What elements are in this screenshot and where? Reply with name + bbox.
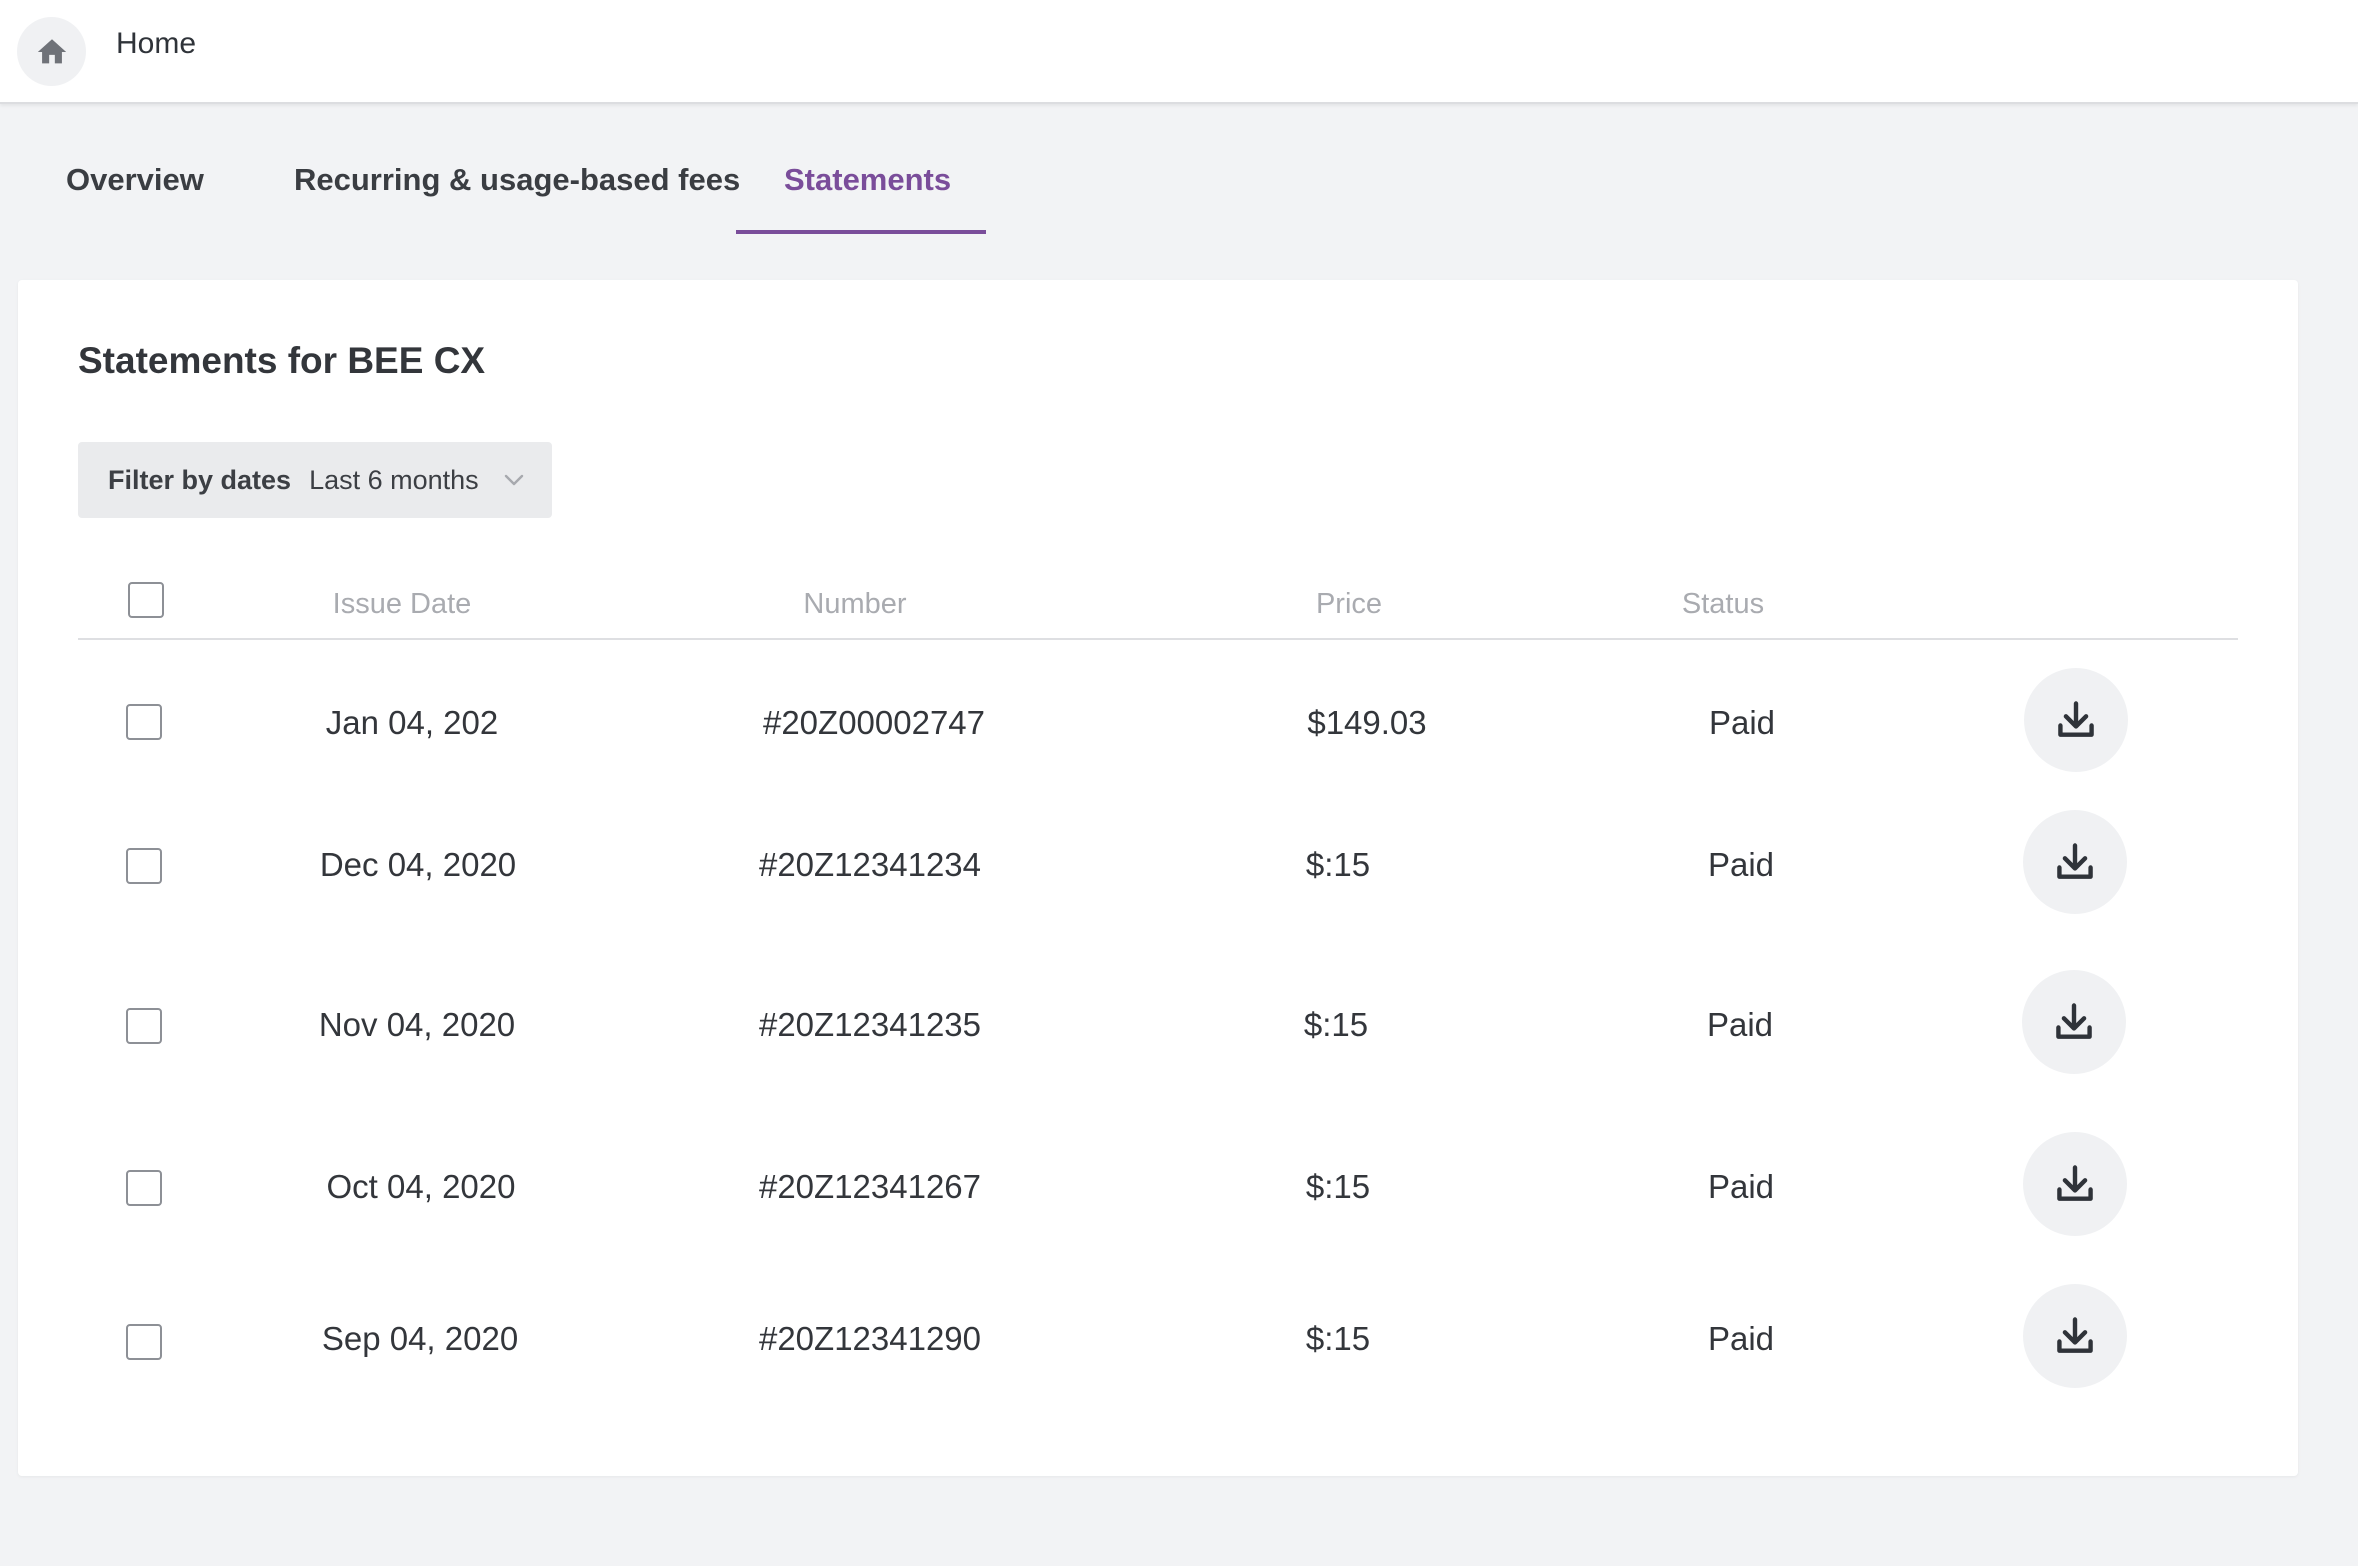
issue-date: Nov 04, 2020	[318, 1006, 516, 1043]
statement-price: $149.03	[1307, 704, 1427, 741]
download-button[interactable]	[2023, 1132, 2127, 1236]
download-button[interactable]	[2023, 810, 2127, 914]
issue-date: Jan 04, 202	[325, 704, 499, 741]
row-checkbox[interactable]	[126, 704, 162, 740]
filter-label: Filter by dates	[108, 464, 292, 495]
active-tab-indicator	[736, 230, 986, 234]
tab-recurring-fees[interactable]: Recurring & usage-based fees	[294, 162, 741, 197]
tab-bar: Overview Recurring & usage-based fees St…	[0, 104, 2358, 236]
top-bar: Home	[0, 0, 2358, 104]
download-button[interactable]	[2022, 970, 2126, 1074]
filter-value: Last 6 months	[309, 464, 479, 495]
statement-status: Paid	[1708, 704, 1776, 741]
statements-table: Issue Date Number Price Status Jan 04, 2…	[78, 578, 2238, 1426]
row-checkbox[interactable]	[126, 1324, 162, 1360]
download-button[interactable]	[2023, 1284, 2127, 1388]
card-title: Statements for BEE CX	[78, 340, 486, 381]
statement-status: Paid	[1707, 846, 1775, 883]
column-header-price[interactable]: Price	[1315, 588, 1383, 620]
home-icon	[37, 38, 66, 63]
breadcrumb-home[interactable]: Home	[116, 27, 197, 60]
chevron-down-icon	[504, 474, 524, 486]
statement-number: #20Z12341290	[758, 1320, 982, 1357]
download-button[interactable]	[2024, 668, 2128, 772]
download-icon	[2056, 1003, 2092, 1039]
row-checkbox[interactable]	[126, 1008, 162, 1044]
download-icon	[2057, 1165, 2093, 1201]
table-row: Jan 04, 202 #20Z00002747 $149.03 Paid	[78, 640, 2238, 786]
statement-status: Paid	[1707, 1320, 1775, 1357]
table-row: Nov 04, 2020 #20Z12341235 $:15 Paid	[78, 946, 2238, 1106]
download-icon	[2057, 1317, 2093, 1353]
statement-status: Paid	[1707, 1168, 1775, 1205]
statement-price: $:15	[1305, 1320, 1371, 1357]
download-icon	[2058, 701, 2094, 737]
column-header-issue-date[interactable]: Issue Date	[332, 588, 472, 620]
statements-card: Statements for BEE CX Filter by dates La…	[18, 280, 2298, 1476]
statement-price: $:15	[1305, 1168, 1371, 1205]
issue-date: Oct 04, 2020	[326, 1168, 516, 1205]
row-checkbox[interactable]	[126, 1170, 162, 1206]
column-header-number[interactable]: Number	[803, 588, 907, 620]
issue-date: Dec 04, 2020	[319, 846, 517, 883]
statement-price: $:15	[1305, 846, 1371, 883]
download-icon	[2057, 843, 2093, 879]
table-row: Oct 04, 2020 #20Z12341267 $:15 Paid	[78, 1106, 2238, 1266]
tab-overview[interactable]: Overview	[66, 162, 204, 197]
statement-number: #20Z00002747	[762, 704, 986, 741]
home-button[interactable]	[17, 17, 86, 86]
table-row: Dec 04, 2020 #20Z12341234 $:15 Paid	[78, 786, 2238, 946]
table-row: Sep 04, 2020 #20Z12341290 $:15 Paid	[78, 1266, 2238, 1426]
row-checkbox[interactable]	[126, 848, 162, 884]
tab-statements[interactable]: Statements	[784, 162, 952, 197]
statement-status: Paid	[1706, 1006, 1774, 1043]
statement-price: $:15	[1303, 1006, 1369, 1043]
statement-number: #20Z12341235	[758, 1006, 982, 1043]
column-header-status[interactable]: Status	[1681, 588, 1765, 620]
statement-number: #20Z12341234	[758, 846, 982, 883]
date-filter-dropdown[interactable]: Filter by dates Last 6 months	[78, 442, 552, 518]
issue-date: Sep 04, 2020	[321, 1320, 519, 1357]
select-all-checkbox[interactable]	[128, 582, 164, 618]
table-header: Issue Date Number Price Status	[78, 578, 2238, 640]
statement-number: #20Z12341267	[758, 1168, 982, 1205]
